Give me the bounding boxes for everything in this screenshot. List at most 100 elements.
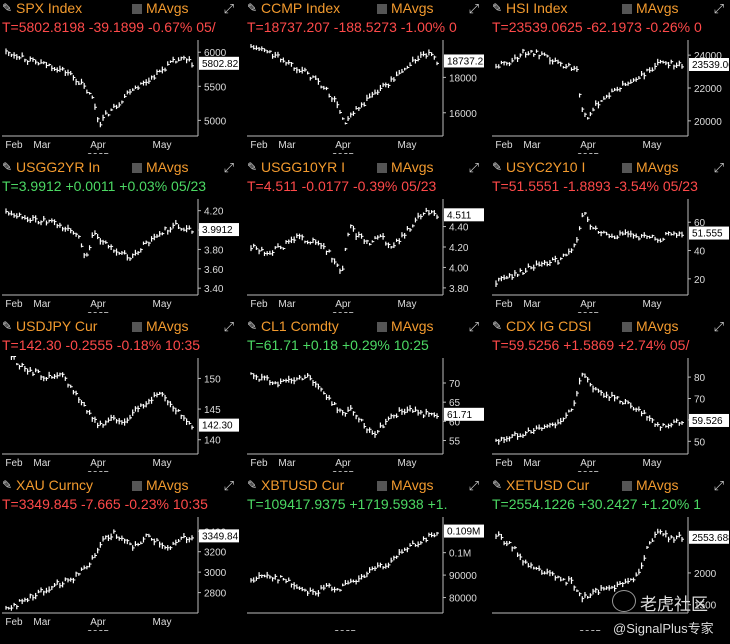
ticker-label[interactable]: SPX Index	[16, 0, 83, 16]
chart-panel[interactable]: ✎ USDJPY Cur MAvgs ⤢ T=142.30 -0.2555 -0.18%…	[0, 318, 240, 472]
mavgs-checkbox[interactable]	[377, 481, 387, 491]
price-chart[interactable]: 150 145 140 142.30 Feb Mar Apr May 2025	[0, 356, 240, 472]
mavgs-checkbox[interactable]	[622, 322, 632, 332]
x-year-label: 2025	[579, 629, 602, 631]
expand-icon[interactable]: ⤢	[468, 319, 479, 334]
price-chart[interactable]: 2000 1500 2553.688 2025	[490, 515, 730, 631]
ticker-label[interactable]: USDJPY Cur	[16, 318, 98, 334]
last-price-box	[689, 226, 729, 240]
pencil-icon[interactable]: ✎	[2, 478, 13, 492]
ticker-label[interactable]: USGG2YR In	[16, 159, 101, 175]
ticker-label[interactable]: CCMP Index	[261, 0, 341, 16]
x-tick-label: Feb	[5, 617, 23, 628]
y-tick-label: 50	[694, 437, 706, 448]
expand-icon[interactable]: ⤢	[713, 478, 724, 493]
expand-icon[interactable]: ⤢	[223, 478, 234, 493]
pencil-icon[interactable]: ✎	[492, 319, 503, 333]
y-tick-label: 70	[694, 395, 706, 406]
x-year-label: 2025	[332, 470, 355, 472]
mavgs-checkbox[interactable]	[377, 322, 387, 332]
expand-icon[interactable]: ⤢	[713, 319, 724, 334]
expand-icon[interactable]: ⤢	[223, 319, 234, 334]
ticker-label[interactable]: USYC2Y10 I	[506, 159, 586, 175]
chart-panel[interactable]: ✎ SPX Index MAvgs ⤢ T=5802.8198 -39.1899 -0.…	[0, 0, 240, 154]
last-price-box	[689, 530, 729, 544]
quote-line: T=61.71 +0.18 +0.29% 10:25	[247, 337, 429, 353]
pencil-icon[interactable]: ✎	[492, 478, 503, 492]
price-chart[interactable]: 70 65 60 55 61.71 Feb Mar Apr May 2025	[245, 356, 485, 472]
mavgs-checkbox[interactable]	[622, 163, 632, 173]
ticker-label[interactable]: HSI Index	[506, 0, 568, 16]
chart-panel[interactable]: ✎ USGG2YR In MAvgs ⤢ T=3.9912 +0.0011 +0.03%…	[0, 159, 240, 313]
last-price-label: 3.9912	[202, 225, 233, 236]
mavgs-checkbox[interactable]	[377, 163, 387, 173]
mavgs-checkbox[interactable]	[132, 4, 142, 14]
expand-icon[interactable]: ⤢	[223, 160, 234, 175]
chart-panel[interactable]: ✎ XAU Curncy MAvgs ⤢ T=3349.845 -7.665 -0.23…	[0, 477, 240, 631]
chart-panel[interactable]: ✎ XBTUSD Cur MAvgs ⤢ T=109417.9375 +1719.593…	[245, 477, 485, 631]
y-tick-label: 18000	[449, 73, 477, 84]
pencil-icon[interactable]: ✎	[2, 319, 13, 333]
last-price-box	[444, 407, 484, 421]
mavgs-checkbox[interactable]	[622, 481, 632, 491]
x-tick-label: Apr	[580, 458, 596, 469]
y-tick-label: 24000	[694, 51, 722, 62]
x-tick-label: Feb	[250, 140, 268, 151]
chart-panel[interactable]: ✎ CL1 Comdty MAvgs ⤢ T=61.71 +0.18 +0.29% 10…	[245, 318, 485, 472]
price-chart[interactable]: 60 40 20 51.555 Feb Mar Apr May 2025	[490, 197, 730, 313]
expand-icon[interactable]: ⤢	[468, 1, 479, 16]
watermark-logo-icon	[612, 590, 636, 612]
pencil-icon[interactable]: ✎	[2, 160, 13, 174]
quote-line: T=5802.8198 -39.1899 -0.67% 05/	[2, 19, 216, 35]
y-tick-label: 60	[694, 218, 706, 229]
price-chart[interactable]: 34003200300028003349.84FebMarAprMay2025	[0, 515, 240, 631]
ticker-label[interactable]: CL1 Comdty	[261, 318, 339, 334]
x-tick-label: Mar	[33, 617, 51, 628]
chart-panel[interactable]: ✎ USGG10YR I MAvgs ⤢ T=4.511 -0.0177 -0.39% …	[245, 159, 485, 313]
x-tick-label: Mar	[278, 458, 296, 469]
ticker-label[interactable]: XETUSD Cur	[506, 477, 590, 493]
expand-icon[interactable]: ⤢	[223, 1, 234, 16]
x-tick-label: May	[153, 140, 172, 151]
last-price-box	[444, 54, 484, 68]
chart-panel[interactable]: ✎ CDX IG CDSI MAvgs ⤢ T=59.5256 +1.5869 +2.7…	[490, 318, 730, 472]
price-chart[interactable]: 4.40 4.20 4.00 3.80 4.511 Feb Mar Apr May 2025	[245, 197, 485, 313]
price-chart[interactable]: 0.1M 90000 80000 0.109M 2025	[245, 515, 485, 631]
ticker-label[interactable]: XAU Curncy	[16, 477, 94, 493]
mavgs-checkbox[interactable]	[132, 163, 142, 173]
chart-panel[interactable]: ✎ HSI Index MAvgs ⤢ T=23539.0625 -62.1973 -0…	[490, 0, 730, 154]
pencil-icon[interactable]: ✎	[247, 319, 258, 333]
y-tick-label: 70	[449, 379, 461, 390]
x-tick-label: Feb	[495, 140, 513, 151]
chart-panel[interactable]: ✎ XETUSD Cur MAvgs ⤢ T=2554.1226 +30.2427 +1…	[490, 477, 730, 631]
ticker-label[interactable]: USGG10YR I	[261, 159, 346, 175]
price-chart[interactable]: 8070605059.526FebMarAprMay2025	[490, 356, 730, 472]
mavgs-label: MAvgs	[391, 477, 434, 493]
mavgs-checkbox[interactable]	[622, 4, 632, 14]
pencil-icon[interactable]: ✎	[492, 160, 503, 174]
expand-icon[interactable]: ⤢	[713, 160, 724, 175]
y-tick-label: 90000	[449, 571, 477, 582]
quote-line: T=3349.845 -7.665 -0.23% 10:35	[2, 496, 208, 512]
pencil-icon[interactable]: ✎	[247, 1, 258, 15]
expand-icon[interactable]: ⤢	[468, 160, 479, 175]
pencil-icon[interactable]: ✎	[492, 1, 503, 15]
x-tick-label: Feb	[495, 299, 513, 310]
price-chart[interactable]: 18000 16000 18737.21 Feb Mar Apr May 2025	[245, 38, 485, 154]
chart-panel[interactable]: ✎ CCMP Index MAvgs ⤢ T=18737.207 -188.5273 -…	[245, 0, 485, 154]
ticker-label[interactable]: CDX IG CDSI	[506, 318, 592, 334]
expand-icon[interactable]: ⤢	[468, 478, 479, 493]
chart-panel[interactable]: ✎ USYC2Y10 I MAvgs ⤢ T=51.5551 -1.8893 -3.54…	[490, 159, 730, 313]
price-chart[interactable]: 4.204.003.803.603.403.9912FebMarAprMay20…	[0, 197, 240, 313]
mavgs-checkbox[interactable]	[132, 481, 142, 491]
pencil-icon[interactable]: ✎	[247, 160, 258, 174]
mavgs-checkbox[interactable]	[377, 4, 387, 14]
y-tick-label: 3.80	[449, 284, 469, 295]
ticker-label[interactable]: XBTUSD Cur	[261, 477, 345, 493]
pencil-icon[interactable]: ✎	[2, 1, 13, 15]
price-chart[interactable]: 24000 22000 20000 23539.06 Feb Mar Apr May 2025	[490, 38, 730, 154]
price-chart[interactable]: 6000 5500 5000 5802.82 Feb Mar Apr May 2025	[0, 38, 240, 154]
mavgs-checkbox[interactable]	[132, 322, 142, 332]
expand-icon[interactable]: ⤢	[713, 1, 724, 16]
pencil-icon[interactable]: ✎	[247, 478, 258, 492]
